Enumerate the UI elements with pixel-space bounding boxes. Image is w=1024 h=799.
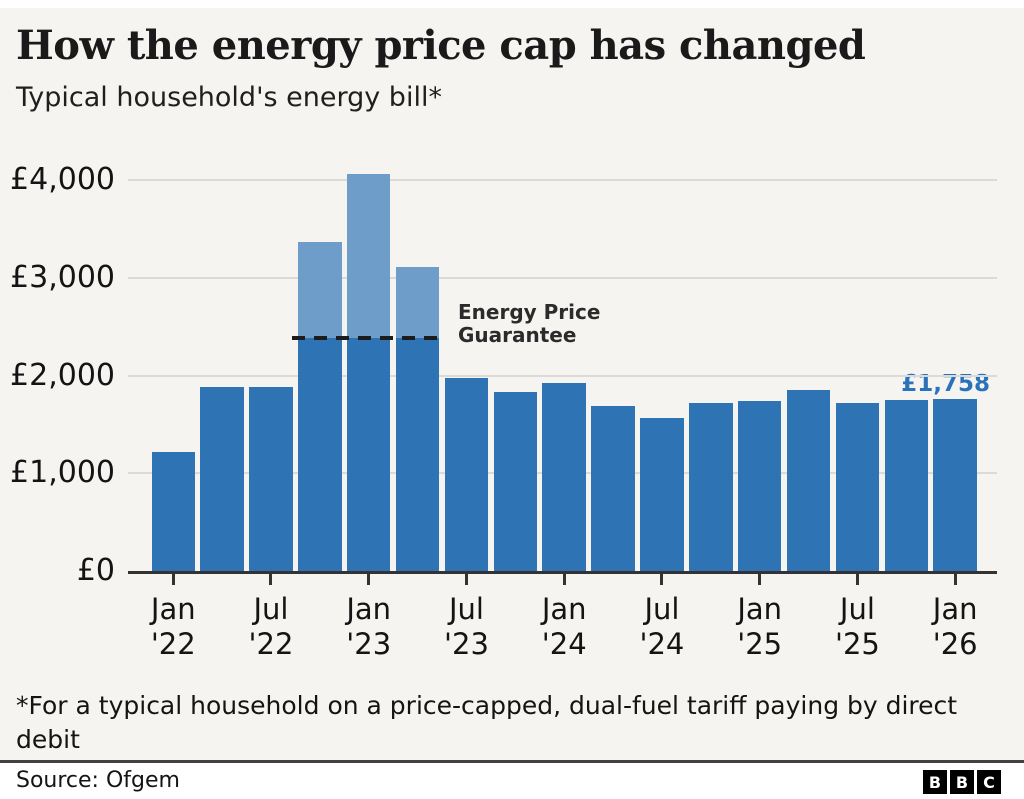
x-tick-jan-24 [562, 574, 566, 585]
bbc-logo-block-b2: B [950, 770, 974, 794]
guarantee-dashed-line [292, 336, 440, 341]
footnote: *For a typical household on a price-capp… [16, 691, 958, 754]
x-axis-label-jul-22: Jul '22 [248, 592, 294, 661]
gridline-4000 [128, 179, 997, 182]
bar-jul-23 [444, 377, 489, 571]
y-axis-label-4000: £4,000 [10, 162, 115, 198]
y-axis-label-1000: £1,000 [10, 455, 115, 491]
bar-jan-22 [151, 452, 195, 571]
bar-jan-23 [346, 338, 391, 571]
source-label: Source: Ofgem [16, 768, 180, 793]
bar-jul-25 [835, 402, 880, 571]
x-axis-label-jul-23: Jul '23 [444, 592, 489, 661]
bar-jan-24 [542, 382, 586, 571]
y-axis-label-0: £0 [76, 553, 115, 588]
x-axis-baseline [128, 571, 997, 574]
x-axis-label-jan-26: Jan '26 [932, 592, 978, 661]
bar-jan-25 [737, 401, 782, 571]
bar-jul-24 [640, 417, 684, 571]
x-tick-jan-23 [367, 574, 371, 585]
gridline-2000 [128, 374, 997, 377]
bbc-logo-block-c: C [977, 770, 1001, 794]
x-tick-jan-25 [758, 574, 762, 585]
x-tick-jul-24 [660, 574, 664, 585]
x-tick-jul-23 [464, 574, 468, 585]
bar-oct-23 [493, 391, 538, 571]
x-axis-label-jul-24: Jul '24 [639, 592, 685, 661]
y-axis-label-2000: £2,000 [10, 357, 115, 393]
bar-oct-24 [689, 403, 733, 571]
bar-apr-25 [786, 390, 831, 571]
x-axis-label-jul-25: Jul '25 [834, 592, 880, 661]
page-title: How the energy price cap has changed [16, 22, 866, 69]
bar-jul-22 [249, 387, 293, 571]
bar-oct-25 [884, 399, 929, 571]
y-axis-label-3000: £3,000 [10, 259, 115, 295]
x-tick-jul-22 [269, 574, 273, 585]
chart-background [0, 8, 1024, 760]
page-subtitle: Typical household's energy bill* [16, 82, 442, 113]
x-tick-jan-22 [171, 574, 175, 585]
bar-jan-26 [933, 399, 977, 571]
x-axis-label-jan-25: Jan '25 [737, 592, 783, 661]
x-axis-label-jan-23: Jan '23 [346, 592, 392, 661]
gridline-3000 [128, 276, 997, 279]
bbc-logo: B B C [923, 770, 1001, 794]
bar-oct-22 [298, 338, 342, 571]
bar-apr-22 [200, 387, 244, 571]
x-tick-jan-26 [953, 574, 957, 585]
bar-apr-24 [591, 405, 635, 571]
x-axis-label-jan-22: Jan '22 [150, 592, 196, 661]
energy-price-guarantee-annotation: Energy Price Guarantee [458, 300, 601, 347]
footer-divider [0, 760, 1024, 763]
bbc-logo-block-b1: B [923, 770, 947, 794]
bar-apr-23 [395, 338, 440, 571]
x-axis-label-jan-24: Jan '24 [541, 592, 587, 661]
x-tick-jul-25 [855, 574, 859, 585]
